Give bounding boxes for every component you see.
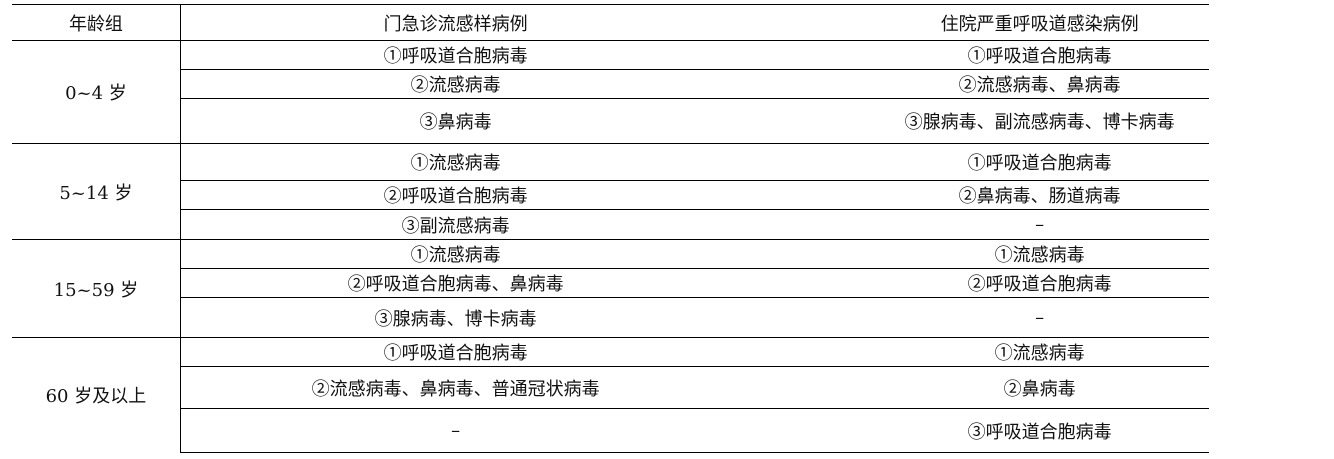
table-row: ③腺病毒、博卡病毒 – [12,297,1209,338]
inpatient-cell: – [730,209,1209,240]
header-outpatient: 门急诊流感样病例 [180,4,731,41]
inpatient-cell: ①流感病毒 [730,337,1209,367]
table-row: 0~4 岁 ①呼吸道合胞病毒 ①呼吸道合胞病毒 [12,40,1209,144]
outpatient-cell: ②流感病毒 [180,69,731,99]
table-row: ②呼吸道合胞病毒、鼻病毒 ②呼吸道合胞病毒 [12,268,1209,298]
table-row: ②流感病毒、鼻病毒、普通冠状病毒 ②鼻病毒 [12,366,1209,409]
inpatient-cell: ②呼吸道合胞病毒 [730,268,1209,298]
header-row: 年龄组 门急诊流感样病例 住院严重呼吸道感染病例 [12,4,1209,41]
age-group-cell: 0~4 岁 [12,40,181,144]
inpatient-cell: ③呼吸道合胞病毒 [730,408,1209,453]
outpatient-cell: ②呼吸道合胞病毒 [180,180,731,210]
virus-ranking-table: 年龄组 门急诊流感样病例 住院严重呼吸道感染病例 0~4 岁 ①呼吸道合胞病毒 … [12,4,1209,453]
inpatient-cell: ①呼吸道合胞病毒 [730,40,1209,70]
outpatient-cell: ②呼吸道合胞病毒、鼻病毒 [180,268,731,298]
outpatient-cell: ③副流感病毒 [180,209,731,240]
header-inpatient: 住院严重呼吸道感染病例 [730,4,1209,41]
outpatient-cell: ①呼吸道合胞病毒 [180,337,731,367]
table-row: – ③呼吸道合胞病毒 [12,408,1209,453]
header-age-group: 年龄组 [12,4,181,41]
table-row: ③鼻病毒 ③腺病毒、副流感病毒、博卡病毒 [12,98,1209,144]
inpatient-cell: – [730,297,1209,338]
inpatient-cell: ①流感病毒 [730,239,1209,269]
outpatient-cell: ③腺病毒、博卡病毒 [180,297,731,338]
age-group-cell: 60 岁及以上 [12,337,181,453]
age-group-cell: 5~14 岁 [12,143,181,240]
table-row: 60 岁及以上 ①呼吸道合胞病毒 ①流感病毒 [12,337,1209,453]
outpatient-cell: ①流感病毒 [180,143,731,181]
inpatient-cell: ②鼻病毒、肠道病毒 [730,180,1209,210]
age-group-cell: 15~59 岁 [12,239,181,338]
inpatient-cell: ②鼻病毒 [730,366,1209,409]
outpatient-cell: ①流感病毒 [180,239,731,269]
inpatient-cell: ③腺病毒、副流感病毒、博卡病毒 [730,98,1209,144]
table-row: 5~14 岁 ①流感病毒 ①呼吸道合胞病毒 [12,143,1209,240]
outpatient-cell: ①呼吸道合胞病毒 [180,40,731,70]
table-row: ③副流感病毒 – [12,209,1209,240]
table-row: ②呼吸道合胞病毒 ②鼻病毒、肠道病毒 [12,180,1209,210]
outpatient-cell: ③鼻病毒 [180,98,731,144]
table-row: ②流感病毒 ②流感病毒、鼻病毒 [12,69,1209,99]
inpatient-cell: ①呼吸道合胞病毒 [730,143,1209,181]
inpatient-cell: ②流感病毒、鼻病毒 [730,69,1209,99]
table-row: 15~59 岁 ①流感病毒 ①流感病毒 [12,239,1209,338]
outpatient-cell: ②流感病毒、鼻病毒、普通冠状病毒 [180,366,731,409]
outpatient-cell: – [180,408,731,453]
